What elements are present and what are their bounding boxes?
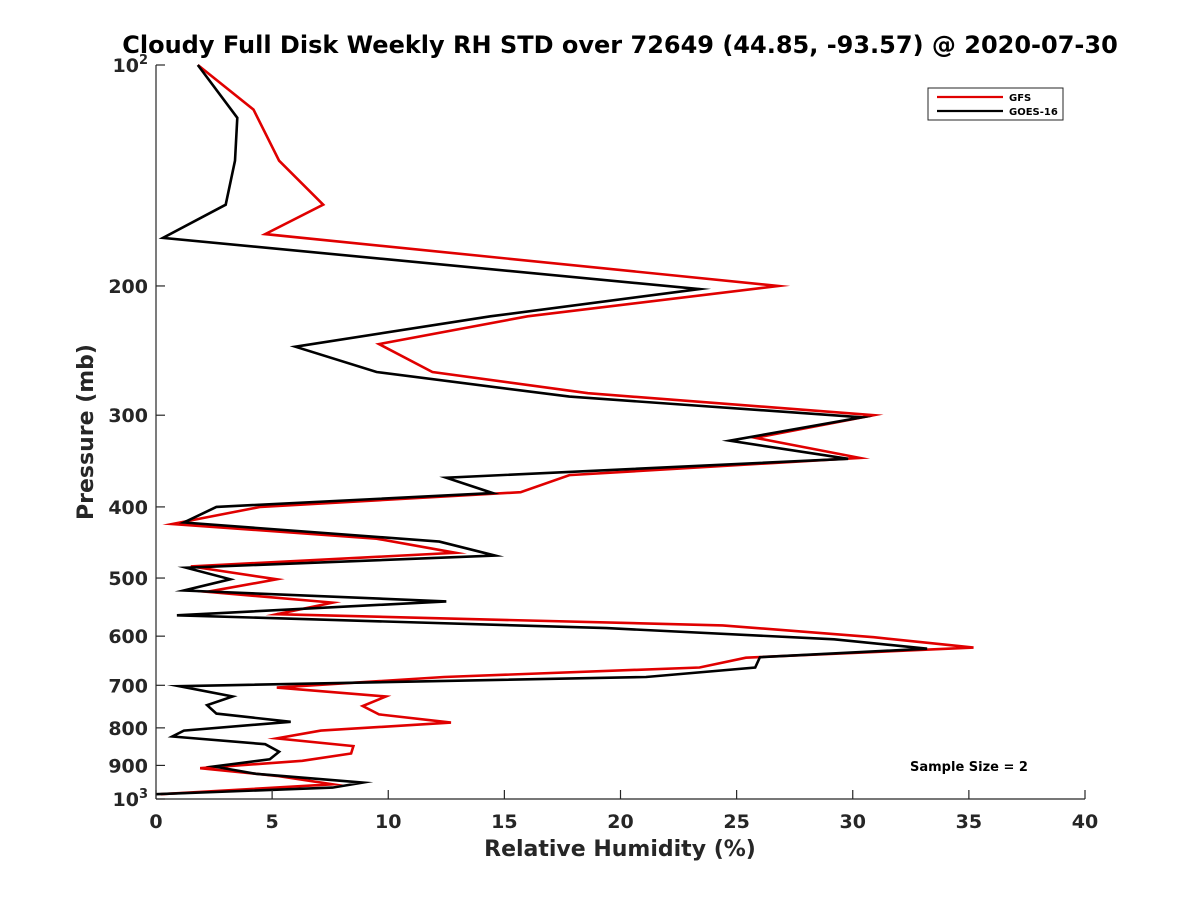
series-layer — [155, 63, 974, 796]
x-axis-label: Relative Humidity (%) — [484, 837, 756, 862]
x-tick-label: 20 — [607, 811, 633, 833]
y-tick-label: 200 — [108, 276, 148, 298]
y-tick-label: 600 — [108, 626, 148, 648]
y-tick-label: 700 — [108, 675, 148, 697]
y-ticks: 102 200 300 400 500 600 700 800 900 103 — [108, 53, 165, 811]
x-tick-label: 5 — [266, 811, 279, 833]
y-tick-label: 103 — [113, 787, 149, 811]
x-tick-label: 40 — [1072, 811, 1098, 833]
y-tick-label: 102 — [113, 53, 149, 77]
chart-title: Cloudy Full Disk Weekly RH STD over 7264… — [122, 31, 1118, 59]
series-line-goes16 — [155, 64, 928, 796]
y-tick-label: 500 — [108, 568, 148, 590]
legend-box — [927, 87, 1064, 121]
x-tick-label: 0 — [149, 811, 162, 833]
plot-area: 0 5 10 15 20 25 30 35 40 102 200 300 400 500 600 700 80… — [108, 53, 1098, 833]
y-tick-label: 800 — [108, 718, 148, 740]
sample-size-annotation: Sample Size = 2 — [910, 760, 1028, 775]
x-tick-label: 25 — [723, 811, 749, 833]
legend-label-goes16: GOES-16 — [1009, 107, 1058, 118]
legend: GFS GOES-16 — [927, 87, 1064, 121]
y-tick-label: 300 — [108, 405, 148, 427]
x-tick-label: 30 — [840, 811, 866, 833]
x-tick-label: 15 — [491, 811, 517, 833]
y-axis-label: Pressure (mb) — [74, 344, 99, 520]
series-line-gfs — [160, 63, 974, 796]
y-tick-label: 900 — [108, 755, 148, 777]
x-tick-label: 10 — [375, 811, 401, 833]
x-ticks: 0 5 10 15 20 25 30 35 40 — [149, 790, 1098, 833]
legend-label-gfs: GFS — [1009, 93, 1031, 104]
x-tick-label: 35 — [956, 811, 982, 833]
y-tick-label: 400 — [108, 497, 148, 519]
